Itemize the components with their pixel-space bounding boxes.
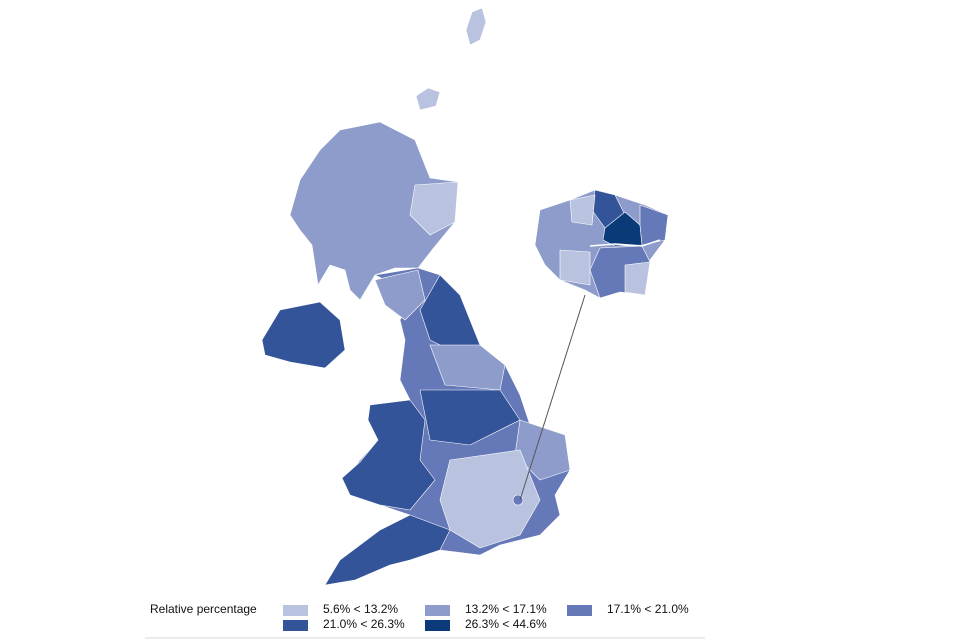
- south-east: [439, 449, 541, 549]
- london-inset: [519, 189, 669, 501]
- cumbria: [374, 269, 426, 321]
- legend-swatch: [283, 605, 308, 616]
- legend-label: 21.0% < 26.3%: [323, 617, 405, 631]
- legend-swatch: [425, 620, 450, 631]
- legend-title: Relative percentage: [150, 602, 257, 616]
- inset-connector: [519, 294, 586, 501]
- northern-ireland: [261, 301, 346, 369]
- uk-map: [261, 7, 571, 586]
- legend-swatch: [283, 620, 308, 631]
- london-south-west: [559, 249, 591, 286]
- london-south-east: [624, 261, 651, 296]
- aberdeenshire: [409, 181, 459, 236]
- legend-label: 26.3% < 44.6%: [465, 617, 547, 631]
- thames: [589, 239, 661, 247]
- shetland: [465, 7, 487, 46]
- east-anglia: [514, 419, 571, 481]
- london-west: [569, 194, 596, 226]
- legend-label: 5.6% < 13.2%: [323, 602, 398, 616]
- legend-label: 17.1% < 21.0%: [607, 602, 689, 616]
- orkney: [415, 87, 441, 111]
- south-west: [324, 514, 451, 586]
- legend: Relative percentage 5.6% < 13.2% 13.2% < …: [150, 602, 689, 631]
- wales: [341, 399, 436, 511]
- scotland: [289, 121, 459, 301]
- midlands: [419, 389, 521, 446]
- london-east: [639, 204, 669, 246]
- legend-swatch: [567, 605, 592, 616]
- legend-swatch: [425, 605, 450, 616]
- legend-label: 13.2% < 17.1%: [465, 602, 547, 616]
- yorkshire: [429, 344, 506, 391]
